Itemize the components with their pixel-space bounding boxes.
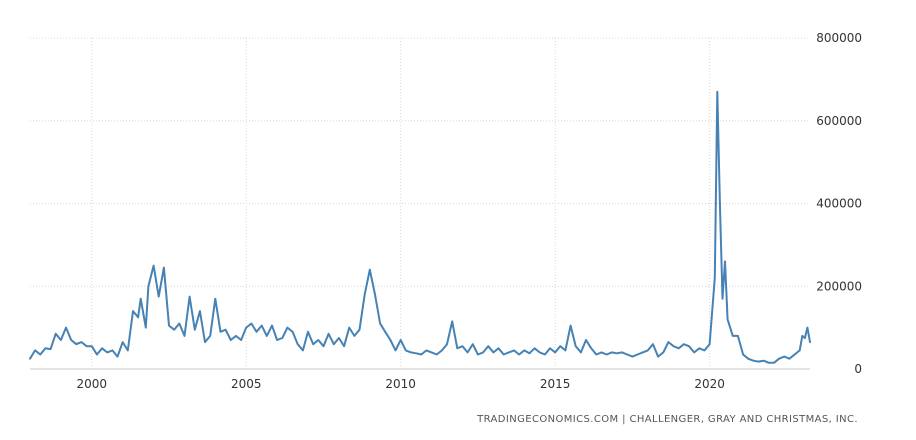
x-axis: 2000 2005 2010 2015 2020 [77,377,725,391]
source-attribution: TRADINGECONOMICS.COM | CHALLENGER, GRAY … [477,414,858,425]
series-layer [29,90,811,364]
x-tick-label: 2000 [77,377,108,391]
y-tick-label: 800000 [816,31,862,45]
x-tick-label: 2015 [540,377,571,391]
y-tick-label: 600000 [816,114,862,128]
x-tick-label: 2010 [385,377,416,391]
y-axis: 0 200000 400000 600000 800000 [816,31,862,376]
y-tick-label: 0 [854,362,862,376]
y-tick-label: 400000 [816,197,862,211]
grid [30,37,810,370]
series-line-0 [29,90,811,364]
y-tick-label: 200000 [816,279,862,293]
x-tick-label: 2005 [231,377,262,391]
x-tick-label: 2020 [694,377,725,391]
